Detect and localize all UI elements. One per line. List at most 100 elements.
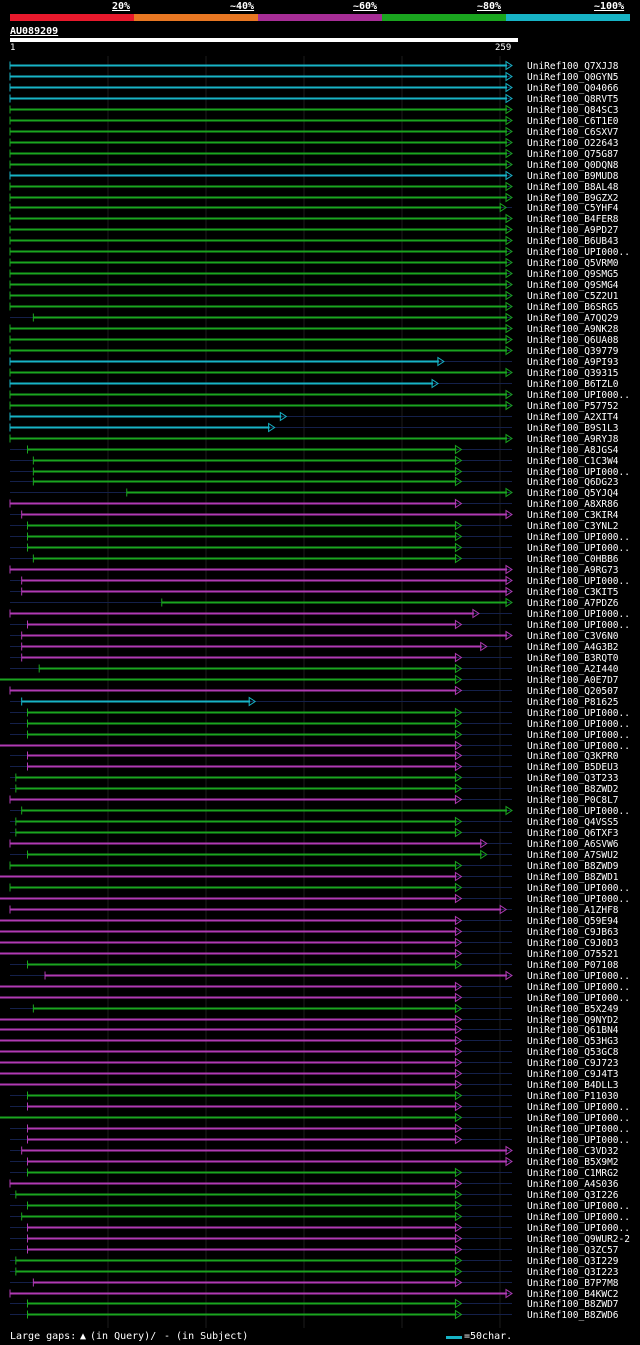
hit-row[interactable]: UniRef100_C6T1E0 xyxy=(9,115,619,127)
hit-label[interactable]: UniRef100_Q53GC8 xyxy=(527,1047,619,1058)
hit-row[interactable]: UniRef100_UPI000.. xyxy=(10,718,630,730)
hit-label[interactable]: UniRef100_C6SXV7 xyxy=(527,127,619,138)
hit-row[interactable]: UniRef100_B9GZX2 xyxy=(9,192,619,204)
hit-label[interactable]: UniRef100_A4S036 xyxy=(527,1179,619,1190)
hit-label[interactable]: UniRef100_Q3I223 xyxy=(527,1267,619,1278)
hit-row[interactable]: UniRef100_P81625 xyxy=(10,696,619,708)
hit-label[interactable]: UniRef100_B7P7M8 xyxy=(527,1278,619,1289)
hit-row[interactable]: UniRef100_Q6DG23 xyxy=(10,476,619,488)
hit-label[interactable]: UniRef100_Q75G87 xyxy=(527,149,619,160)
hit-row[interactable]: UniRef100_P07108 xyxy=(10,959,619,971)
hit-row[interactable]: UniRef100_Q75G87 xyxy=(9,148,619,160)
hit-label[interactable]: UniRef100_Q4VSS5 xyxy=(527,817,619,828)
hit-label[interactable]: UniRef100_UPI000.. xyxy=(527,730,630,741)
hit-label[interactable]: UniRef100_Q9NYD2 xyxy=(527,1015,619,1026)
hit-row[interactable]: UniRef100_C6SXV7 xyxy=(9,126,619,138)
hit-label[interactable]: UniRef100_UPI000.. xyxy=(527,982,630,993)
hit-row[interactable]: UniRef100_P57752 xyxy=(9,400,619,412)
hit-label[interactable]: UniRef100_UPI000.. xyxy=(527,620,630,631)
hit-label[interactable]: UniRef100_P81625 xyxy=(527,697,619,708)
hit-row[interactable]: UniRef100_UPI000.. xyxy=(10,729,630,741)
hit-label[interactable]: UniRef100_A9PI93 xyxy=(527,357,619,368)
hit-label[interactable]: UniRef100_B8ZWD2 xyxy=(527,784,619,795)
hit-label[interactable]: UniRef100_Q53HG3 xyxy=(527,1036,619,1047)
hit-row[interactable]: UniRef100_B9MUD8 xyxy=(9,170,619,182)
hit-label[interactable]: UniRef100_Q6TXF3 xyxy=(527,828,619,839)
hit-row[interactable]: UniRef100_Q0GYN5 xyxy=(9,71,619,83)
hit-label[interactable]: UniRef100_B8ZWD9 xyxy=(527,861,619,872)
hit-label[interactable]: UniRef100_C3KIR4 xyxy=(527,510,619,521)
hit-row[interactable]: UniRef100_Q53GC8 xyxy=(0,1046,619,1058)
hit-label[interactable]: UniRef100_B4FER8 xyxy=(527,214,619,225)
hit-label[interactable]: UniRef100_Q8RVT5 xyxy=(527,94,619,105)
hit-label[interactable]: UniRef100_B6UB43 xyxy=(527,236,619,247)
hit-label[interactable]: UniRef100_Q3I226 xyxy=(527,1190,619,1201)
hit-label[interactable]: UniRef100_A1ZHF8 xyxy=(527,905,619,916)
hit-row[interactable]: UniRef100_C0HBB6 xyxy=(10,553,619,565)
hit-label[interactable]: UniRef100_UPI000.. xyxy=(527,1113,630,1124)
hit-label[interactable]: UniRef100_B9MUD8 xyxy=(527,171,619,182)
hit-row[interactable]: UniRef100_B4FER8 xyxy=(9,213,619,225)
hit-row[interactable]: UniRef100_Q5VRM0 xyxy=(9,257,619,269)
hit-row[interactable]: UniRef100_B3RQT0 xyxy=(10,652,619,664)
hit-label[interactable]: UniRef100_B4KWC2 xyxy=(527,1289,619,1300)
hit-row[interactable]: UniRef100_UPI000.. xyxy=(9,882,630,894)
hit-label[interactable]: UniRef100_A9NK28 xyxy=(527,324,619,335)
hit-label[interactable]: UniRef100_C6T1E0 xyxy=(527,116,619,127)
hit-label[interactable]: UniRef100_C9JB63 xyxy=(527,927,619,938)
hit-row[interactable]: UniRef100_UPI000.. xyxy=(9,389,630,401)
hit-label[interactable]: UniRef100_C3KIT5 xyxy=(527,587,619,598)
hit-label[interactable]: UniRef100_Q0DQN8 xyxy=(527,160,619,171)
hit-row[interactable]: UniRef100_C3VD32 xyxy=(10,1145,619,1157)
hit-label[interactable]: UniRef100_UPI000.. xyxy=(527,719,630,730)
hit-row[interactable]: UniRef100_UPI000.. xyxy=(9,608,630,620)
hit-label[interactable]: UniRef100_P07108 xyxy=(527,960,619,971)
hit-row[interactable]: UniRef100_UPI000.. xyxy=(0,1112,630,1124)
hit-row[interactable]: UniRef100_A6SVW6 xyxy=(9,838,619,850)
hit-label[interactable]: UniRef100_Q0GYN5 xyxy=(527,72,619,83)
hit-label[interactable]: UniRef100_B8ZWD1 xyxy=(527,872,619,883)
hit-label[interactable]: UniRef100_O75521 xyxy=(527,949,619,960)
hit-label[interactable]: UniRef100_B8AL48 xyxy=(527,182,619,193)
hit-row[interactable]: UniRef100_UPI000.. xyxy=(9,246,630,258)
hit-row[interactable]: UniRef100_Q3I226 xyxy=(10,1189,619,1201)
hit-row[interactable]: UniRef100_UPI000.. xyxy=(0,992,630,1004)
hit-row[interactable]: UniRef100_A7PDZ6 xyxy=(10,597,619,609)
hit-label[interactable]: UniRef100_Q84SC3 xyxy=(527,105,619,116)
hit-row[interactable]: UniRef100_Q6TXF3 xyxy=(10,827,619,839)
hit-row[interactable]: UniRef100_C9JB63 xyxy=(0,926,619,938)
hit-row[interactable]: UniRef100_C9J4T3 xyxy=(0,1068,619,1080)
hit-label[interactable]: UniRef100_Q39315 xyxy=(527,368,619,379)
hit-row[interactable]: UniRef100_C9J723 xyxy=(0,1057,619,1069)
hit-row[interactable]: UniRef100_Q3ZC57 xyxy=(10,1244,619,1256)
hit-row[interactable]: UniRef100_Q3T233 xyxy=(10,772,619,784)
hit-label[interactable]: UniRef100_C9J0D3 xyxy=(527,938,619,949)
hit-label[interactable]: UniRef100_Q7XJJ8 xyxy=(527,61,619,72)
hit-label[interactable]: UniRef100_Q5YJQ4 xyxy=(527,488,619,499)
hit-label[interactable]: UniRef100_C5Z2U1 xyxy=(527,291,619,302)
hit-label[interactable]: UniRef100_A7SWU2 xyxy=(527,850,619,861)
hit-row[interactable]: UniRef100_UPI000.. xyxy=(10,1123,630,1135)
hit-label[interactable]: UniRef100_C5YHF4 xyxy=(527,203,619,214)
hit-label[interactable]: UniRef100_A0E7D7 xyxy=(527,675,619,686)
hit-label[interactable]: UniRef100_P0C8L7 xyxy=(527,795,619,806)
hit-row[interactable]: UniRef100_B8ZWD7 xyxy=(10,1298,619,1310)
hit-row[interactable]: UniRef100_A9RG73 xyxy=(9,564,619,576)
hit-row[interactable]: UniRef100_B4DLL3 xyxy=(0,1079,619,1091)
hit-row[interactable]: UniRef100_B6TZL0 xyxy=(9,378,619,390)
hit-label[interactable]: UniRef100_A8JGS4 xyxy=(527,445,619,456)
hit-row[interactable]: UniRef100_B8AL48 xyxy=(9,181,619,193)
hit-row[interactable]: UniRef100_B8ZWD9 xyxy=(9,860,619,872)
hit-row[interactable]: UniRef100_UPI000.. xyxy=(0,740,630,752)
hit-row[interactable]: UniRef100_UPI000.. xyxy=(0,893,630,905)
hit-row[interactable]: UniRef100_A7QQ29 xyxy=(10,312,619,324)
hit-label[interactable]: UniRef100_Q6UA08 xyxy=(527,335,619,346)
hit-label[interactable]: UniRef100_UPI000.. xyxy=(527,894,630,905)
hit-label[interactable]: UniRef100_UPI000.. xyxy=(527,971,630,982)
hit-row[interactable]: UniRef100_UPI000.. xyxy=(10,1101,630,1113)
hit-label[interactable]: UniRef100_C3YNL2 xyxy=(527,521,619,532)
hit-label[interactable]: UniRef100_B9S1L3 xyxy=(527,423,619,434)
hit-row[interactable]: UniRef100_Q8RVT5 xyxy=(9,93,619,105)
hit-label[interactable]: UniRef100_UPI000.. xyxy=(527,576,630,587)
hit-row[interactable]: UniRef100_B4KWC2 xyxy=(9,1288,619,1300)
